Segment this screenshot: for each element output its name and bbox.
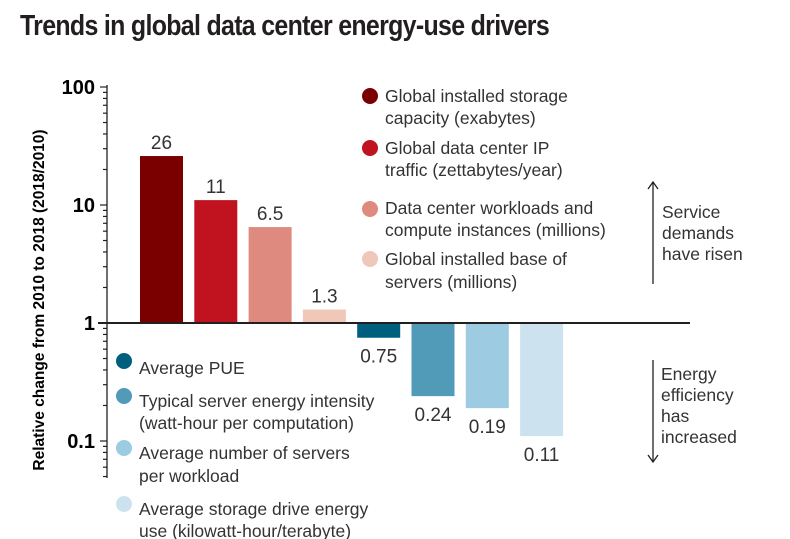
legend-item: Global installed base of servers (million… <box>362 249 567 292</box>
annotation-line: efficiency <box>661 385 734 405</box>
legend-label: traffic (zettabytes/year) <box>385 160 563 180</box>
bars <box>140 156 564 437</box>
annotation-line: increased <box>661 427 737 447</box>
bar <box>411 323 455 397</box>
legend-label: servers (millions) <box>385 272 517 292</box>
bar <box>140 156 183 323</box>
data-label: 0.24 <box>415 405 452 426</box>
data-label: 11 <box>206 177 226 198</box>
annotation-line: has <box>661 406 689 426</box>
down-arrowhead-icon <box>647 454 659 464</box>
legend-swatch <box>362 201 378 217</box>
legend-item: Average PUE <box>116 353 245 378</box>
legend-item: Average storage drive energy use (kilowat… <box>116 496 369 539</box>
annotation-line: Energy <box>661 364 717 384</box>
bar <box>357 323 401 338</box>
bar <box>194 200 238 323</box>
legend-swatch <box>362 251 378 267</box>
bar <box>248 227 292 323</box>
legend-swatch <box>116 440 132 456</box>
y-tick-label: 100 <box>62 77 95 99</box>
legend-label: Data center workloads and <box>385 198 593 218</box>
data-label: 0.19 <box>469 417 506 438</box>
legend-item: Global data center IP traffic (zettabyte… <box>362 138 563 180</box>
legend-swatch <box>116 496 132 512</box>
annotation-line: demands <box>662 223 734 243</box>
legend-label: (watt-hour per computation) <box>139 413 354 433</box>
annotation-line: Service <box>662 202 720 222</box>
legend-swatch <box>116 388 132 404</box>
legend-item: Typical server energy intensity(watt-hou… <box>116 388 375 433</box>
value-labels: 26 11 6.5 1.3 0.75 0.24 0.19 0.11 <box>151 133 559 466</box>
data-label: 0.75 <box>360 347 397 368</box>
y-tick-label: 10 <box>73 195 95 217</box>
chart-title: Trends in global data center energy-use … <box>20 10 550 42</box>
y-axis: 100 10 1 0.1 <box>62 77 108 478</box>
bar <box>520 323 564 437</box>
legend-label: Global data center IP <box>385 138 549 158</box>
legend-label: Typical server energy intensity <box>139 391 375 411</box>
y-tick-label: 0.1 <box>67 431 95 453</box>
y-axis-label: Relative change from 2010 to 2018 (2018/… <box>31 129 48 470</box>
legend-label: Global installed base of <box>385 249 567 269</box>
legend-label: Average number of servers <box>139 443 350 463</box>
legend-label: capacity (exabytes) <box>385 108 536 128</box>
y-tick-label: 1 <box>84 313 95 335</box>
data-label: 6.5 <box>257 204 283 225</box>
data-label: 0.11 <box>524 445 560 466</box>
legend-label: Average storage drive energy <box>139 499 369 519</box>
data-label: 1.3 <box>311 287 337 308</box>
legend-swatch <box>116 353 132 369</box>
y-axis-label-group: Relative change from 2010 to 2018 (2018/… <box>31 129 48 470</box>
data-label: 26 <box>151 133 172 154</box>
legend-item: Average number of servers per workload <box>116 440 350 486</box>
legend-label: Average PUE <box>139 358 245 378</box>
legend-label: use (kilowatt-hour/terabyte) <box>139 521 351 539</box>
annotation-line: have risen <box>662 244 743 264</box>
bar <box>302 309 346 323</box>
legend-label: per workload <box>139 466 239 486</box>
legend-swatch <box>362 88 378 104</box>
legend-label: compute instances (millions) <box>385 220 606 240</box>
legend-swatch <box>362 140 378 156</box>
legend-label: Global installed storage <box>385 86 568 106</box>
up-arrowhead-icon <box>647 180 659 190</box>
bar <box>465 323 509 409</box>
